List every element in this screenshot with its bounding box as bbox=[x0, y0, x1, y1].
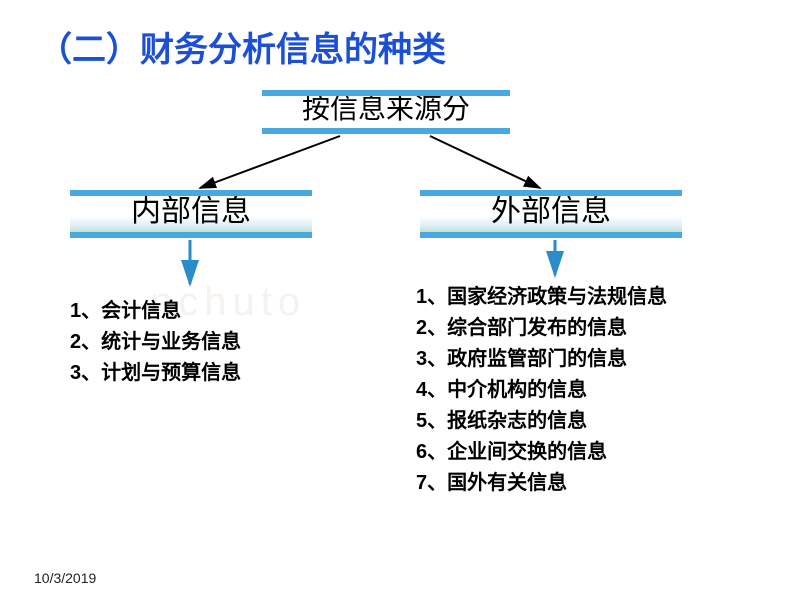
list-item: 3、计划与预算信息 bbox=[70, 358, 241, 389]
list-item: 5、报纸杂志的信息 bbox=[416, 406, 667, 437]
arrow-root-to-right bbox=[430, 136, 540, 188]
arrow-root-to-left bbox=[200, 136, 340, 188]
list-item: 7、国外有关信息 bbox=[416, 468, 667, 499]
list-item: 2、统计与业务信息 bbox=[70, 327, 241, 358]
slide-date: 10/3/2019 bbox=[34, 570, 96, 586]
list-item: 6、企业间交换的信息 bbox=[416, 437, 667, 468]
list-item: 1、会计信息 bbox=[70, 296, 241, 327]
list-item: 2、综合部门发布的信息 bbox=[416, 313, 667, 344]
slide-date-text: 10/3/2019 bbox=[34, 570, 96, 586]
right-list: 1、国家经济政策与法规信息2、综合部门发布的信息3、政府监管部门的信息4、中介机… bbox=[416, 282, 667, 499]
list-item: 4、中介机构的信息 bbox=[416, 375, 667, 406]
list-item: 1、国家经济政策与法规信息 bbox=[416, 282, 667, 313]
list-item: 3、政府监管部门的信息 bbox=[416, 344, 667, 375]
left-list: 1、会计信息2、统计与业务信息3、计划与预算信息 bbox=[70, 296, 241, 389]
